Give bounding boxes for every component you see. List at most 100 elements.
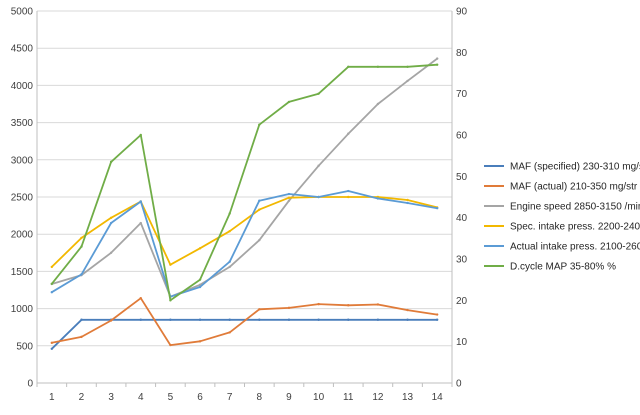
x-tick-label: 14 — [432, 392, 444, 403]
series-5-point — [317, 195, 320, 199]
legend: MAF (specified) 230-310 mg/str MAF (actua… — [484, 162, 640, 273]
series-2-point — [169, 343, 172, 347]
x-tick-label: 4 — [138, 392, 144, 403]
series-line-2 — [50, 297, 439, 347]
legend-label: Spec. intake press. 2200-2400 — [510, 222, 640, 233]
gridlines — [37, 10, 452, 384]
x-tick-label: 1 — [49, 392, 55, 403]
axes: 0 500 1000 1500 2000 2500 3000 3500 4000 4500 5000… — [11, 7, 468, 404]
series-1-point — [258, 318, 261, 321]
series-1-point — [287, 318, 291, 321]
series-2-point — [376, 303, 380, 306]
series-1-point — [80, 318, 83, 321]
series-6-point — [109, 160, 113, 164]
series-1-point — [169, 318, 172, 321]
series-1-point — [376, 318, 380, 321]
y-left-tick-label: 0 — [27, 379, 33, 390]
series-6-point — [169, 299, 172, 302]
y-left-tick-label: 500 — [16, 341, 33, 352]
series-4-point — [287, 196, 291, 199]
series-6-point — [139, 133, 142, 137]
legend-label: Actual intake press. 2100-2600 — [510, 242, 640, 253]
series-6-point — [317, 92, 320, 95]
y-left-tick-label: 1000 — [11, 304, 34, 315]
series-5-point — [80, 273, 83, 276]
y-left-tick-label: 5000 — [11, 7, 34, 18]
y-left-tick-label: 3000 — [11, 155, 34, 166]
y-right-tick-label: 20 — [456, 296, 468, 307]
series-5-point — [258, 199, 261, 202]
series-3-point — [228, 265, 231, 269]
series-3-point — [287, 199, 291, 202]
series-4-point — [406, 198, 409, 202]
series-4-point — [198, 247, 202, 250]
series-3-point — [347, 132, 350, 135]
series-2-point — [198, 340, 202, 343]
y-left-tick-label: 2500 — [11, 193, 34, 204]
series-2-point — [228, 331, 231, 334]
y-right-tick-label: 90 — [456, 7, 468, 18]
y-right-tick-label: 40 — [456, 213, 468, 224]
series-1-point — [406, 318, 409, 321]
series-5-point — [435, 206, 439, 210]
series-3-point — [109, 251, 113, 254]
series-5-point — [198, 285, 202, 289]
series-4-point — [258, 208, 261, 211]
x-tick-label: 3 — [108, 392, 114, 403]
series-line-3 — [50, 57, 439, 298]
y-right-tick-label: 30 — [456, 255, 468, 266]
series-line-1 — [50, 318, 439, 350]
series-6-point — [347, 65, 350, 69]
y-right-tick-label: 50 — [456, 172, 468, 183]
series-6-point — [376, 65, 380, 69]
series-5-point — [406, 201, 409, 205]
series-3-point — [406, 79, 409, 83]
series-2-point — [139, 296, 142, 300]
series-2-point — [435, 313, 439, 316]
x-tick-label: 2 — [79, 392, 85, 403]
y-left-tick-label: 3500 — [11, 118, 34, 129]
series-2-point — [317, 302, 320, 306]
series-5-point — [376, 197, 380, 200]
series-lines — [50, 57, 439, 350]
series-6-point — [80, 245, 83, 248]
y-left-tick-label: 4000 — [11, 81, 34, 92]
y-right-tick-label: 10 — [456, 337, 468, 348]
series-5-point — [50, 291, 54, 294]
x-tick-label: 8 — [257, 392, 263, 403]
series-2-point — [258, 308, 261, 311]
series-1-point — [50, 347, 54, 350]
y-left-tick-label: 1500 — [11, 267, 34, 278]
series-3-point — [376, 102, 380, 106]
series-2-point — [80, 335, 83, 339]
x-tick-label: 5 — [168, 392, 174, 403]
x-tick-label: 13 — [402, 392, 414, 403]
series-line-6 — [50, 63, 439, 302]
series-1-point — [317, 318, 320, 321]
series-1-point — [435, 318, 439, 321]
series-2-point — [287, 306, 291, 310]
y-left-tick-label: 4500 — [11, 44, 34, 55]
x-tick-label: 11 — [343, 392, 354, 403]
series-4-point — [50, 265, 54, 269]
legend-label: D.cycle MAP 35-80% % — [510, 262, 616, 273]
series-1-point — [198, 318, 202, 321]
series-4-point — [347, 195, 350, 199]
legend-label: MAF (actual) 210-350 mg/str — [510, 182, 638, 193]
series-6-point — [198, 278, 202, 281]
series-3-point — [139, 221, 142, 225]
series-4-point — [80, 236, 83, 240]
x-tick-label: 12 — [372, 392, 384, 403]
series-5-point — [228, 260, 231, 263]
y-right-tick-label: 80 — [456, 48, 468, 59]
series-1-point — [228, 318, 231, 321]
series-6-point — [50, 282, 54, 285]
series-6-point — [228, 212, 231, 215]
series-2-point — [347, 304, 350, 307]
y-left-tick-label: 2000 — [11, 230, 34, 241]
series-line-5 — [50, 190, 439, 298]
y-right-tick-label: 60 — [456, 131, 468, 142]
series-2-point — [50, 341, 54, 345]
series-2-point — [109, 319, 113, 322]
